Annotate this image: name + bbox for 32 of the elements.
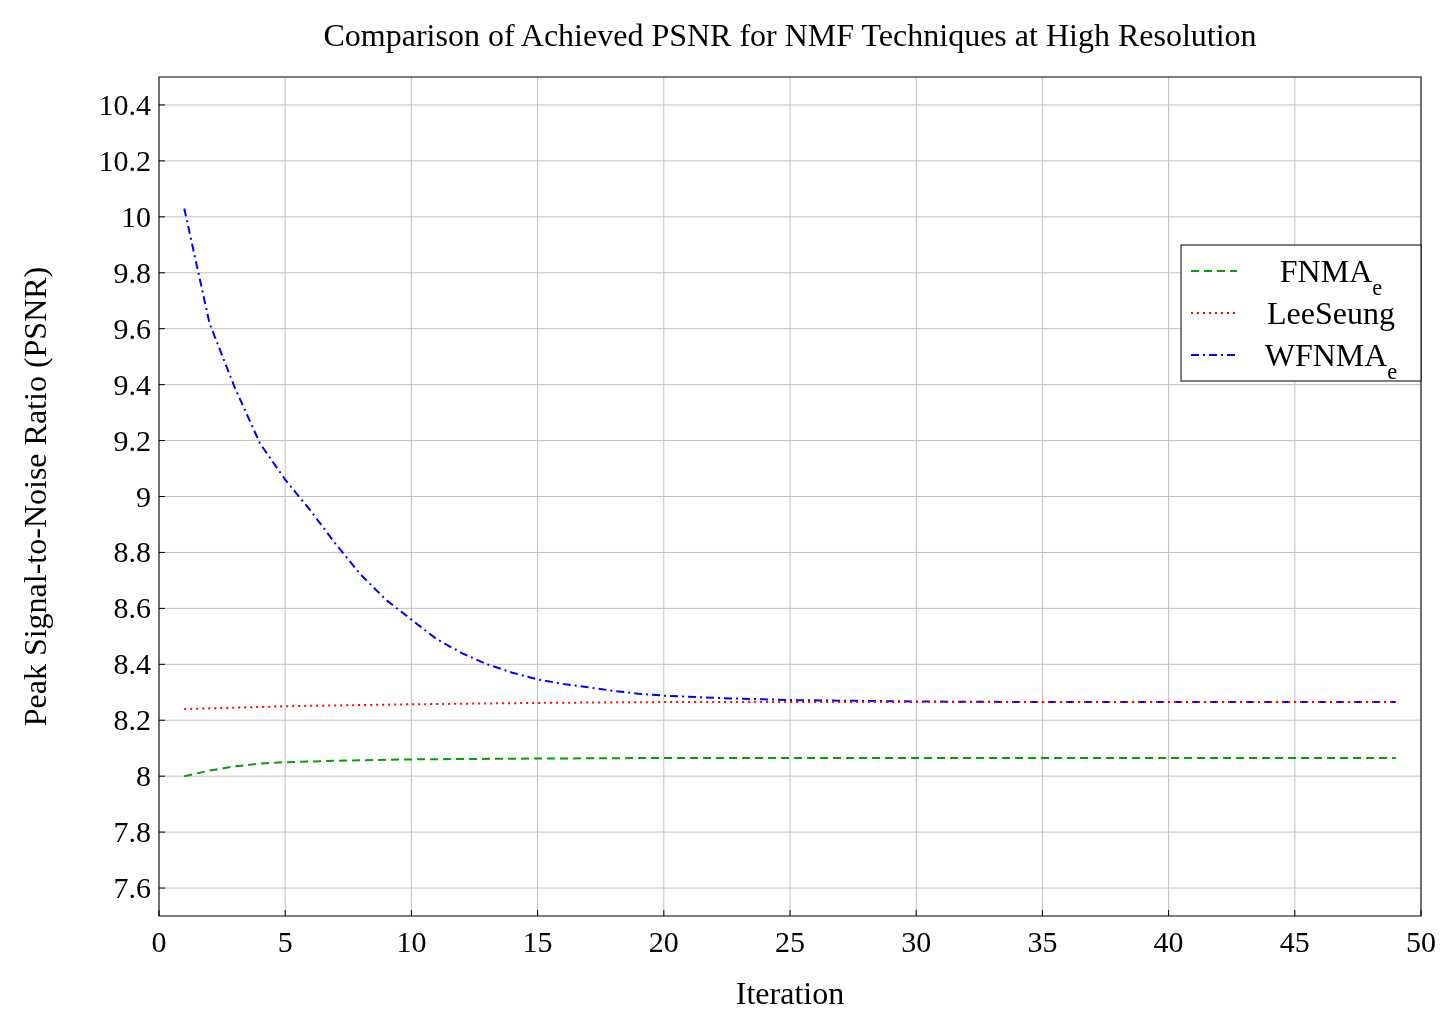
x-tick-label: 30 (901, 925, 932, 958)
y-tick-label: 8.4 (113, 647, 151, 681)
y-tick-label: 9.4 (113, 367, 151, 401)
x-tick-label: 5 (277, 925, 293, 958)
x-tick-label: 10 (396, 925, 427, 958)
x-tick-label: 40 (1153, 925, 1184, 958)
x-axis-title: Iteration (735, 975, 845, 1011)
chart-title: Comparison of Achieved PSNR for NMF Techniques at High Resolution (323, 17, 1257, 53)
x-tick-label: 20 (648, 925, 679, 958)
y-tick-label: 9.2 (113, 423, 151, 457)
x-tick-label: 0 (151, 925, 167, 958)
legend-label: WFNMA$_{e}$ (1264, 337, 1398, 384)
y-tick-label: 8.6 (113, 591, 151, 625)
x-tick-label: 45 (1279, 925, 1310, 958)
y-tick-label: 10 (121, 199, 151, 233)
y-tick-label: 7.6 (113, 871, 151, 905)
y-tick-label: 10.2 (98, 143, 151, 177)
y-tick-label: 8.2 (113, 703, 151, 737)
y-tick-label: 7.8 (113, 815, 151, 849)
y-tick-label: 8 (136, 759, 151, 793)
y-tick-label: 10.4 (98, 87, 151, 121)
y-axis-title: Peak Signal-to-Noise Ratio (PSNR) (17, 266, 53, 727)
line-series (183, 207, 1397, 704)
line-series (183, 756, 1397, 778)
x-tick-label: 50 (1406, 925, 1436, 958)
y-tick-label: 9.8 (113, 255, 151, 289)
y-tick-label: 9 (136, 479, 151, 513)
x-tick-label: 15 (522, 925, 553, 958)
y-tick-label: 8.8 (113, 535, 151, 569)
x-tick-label: 35 (1027, 925, 1058, 958)
x-tick-label: 25 (775, 925, 805, 958)
y-tick-label: 9.6 (113, 311, 151, 345)
